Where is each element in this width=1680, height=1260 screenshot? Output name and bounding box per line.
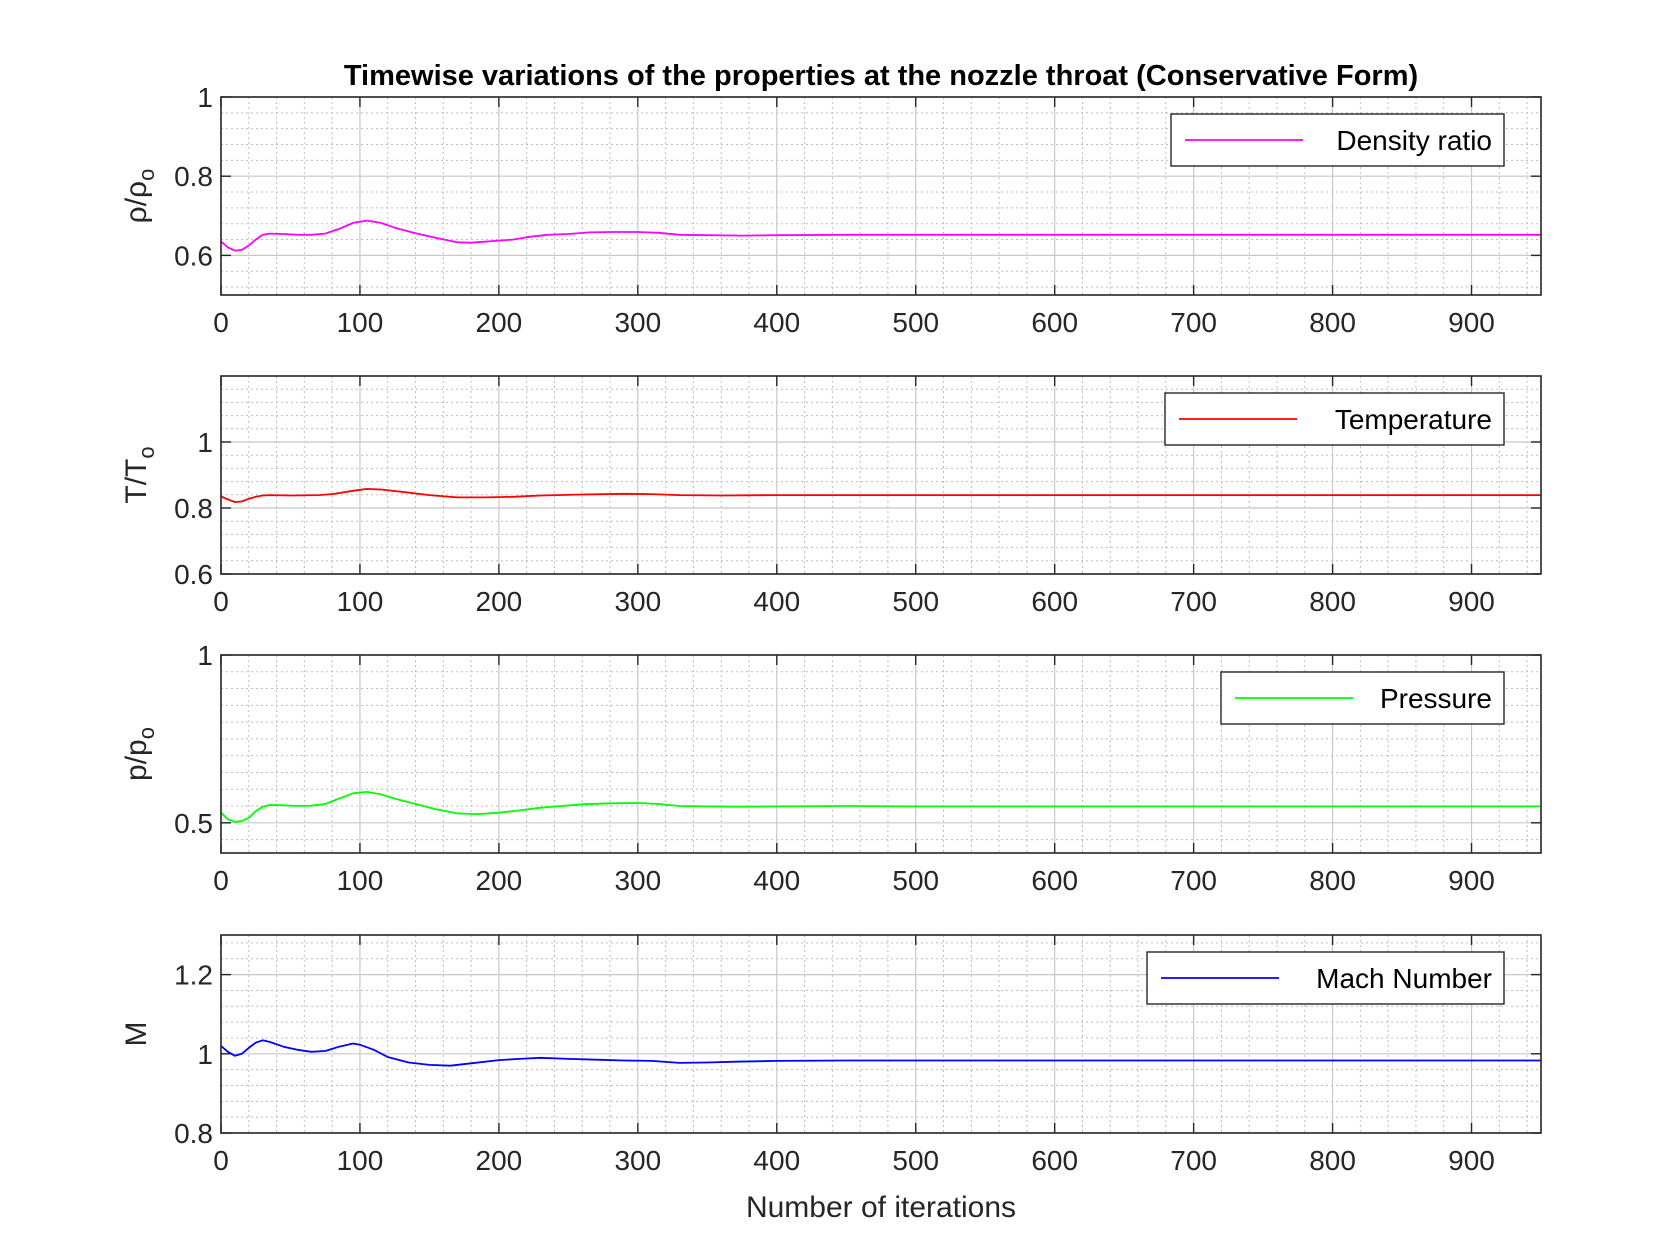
x-tick-label: 0 — [213, 865, 229, 896]
y-tick-label: 1 — [197, 427, 213, 458]
legend: Pressure — [1220, 671, 1505, 725]
x-tick-label: 700 — [1170, 865, 1217, 896]
x-tick-label: 200 — [476, 1145, 523, 1176]
x-tick-label: 900 — [1448, 307, 1495, 338]
y-axis-label-base: T/T — [120, 459, 153, 504]
axes-box — [220, 375, 1542, 575]
y-tick-label: 1 — [197, 1039, 213, 1070]
figure-title: Timewise variations of the properties at… — [344, 60, 1418, 92]
x-tick-label: 900 — [1448, 586, 1495, 617]
x-tick-label: 200 — [476, 586, 523, 617]
y-tick-label: 0.5 — [174, 808, 213, 839]
series-line-1 — [220, 219, 1541, 252]
x-tick-label: 400 — [753, 307, 800, 338]
x-tick-label: 500 — [892, 1145, 939, 1176]
x-tick-label: 300 — [614, 1145, 661, 1176]
x-tick-label: 500 — [892, 865, 939, 896]
y-axis-label: p/po — [120, 727, 159, 781]
y-axis-label: T/To — [120, 446, 159, 503]
x-tick-label: 300 — [614, 865, 661, 896]
x-tick-label: 400 — [753, 865, 800, 896]
series-line-1 — [220, 1039, 1541, 1067]
subplot-stack: 0 100 200 300 400 500 600 700 800 9000.60.81ρ/ρoD… — [120, 82, 1542, 1176]
subplot-1: 0 100 200 300 400 500 600 700 800 900 0.6 0.8 1 ρ/ρo D… — [120, 82, 1542, 338]
x-tick-label: 400 — [753, 1145, 800, 1176]
x-tick-label: 800 — [1309, 1145, 1356, 1176]
legend-label: Temperature — [1335, 404, 1492, 435]
y-axis-label-subscript: o — [134, 727, 159, 739]
legend-label: Pressure — [1380, 683, 1492, 714]
x-tick-label: 500 — [892, 307, 939, 338]
legend: Temperature — [1164, 392, 1505, 446]
x-tick-label: 0 — [213, 1145, 229, 1176]
x-tick-label: 100 — [337, 1145, 384, 1176]
x-tick-label: 500 — [892, 586, 939, 617]
y-tick-label: 0.8 — [174, 493, 213, 524]
y-axis-label-base: ρ/ρ — [120, 181, 153, 223]
y-tick-label: 0.6 — [174, 559, 213, 590]
subplot-3: 0 100 200 300 400 500 600 700 800 900 0.5 1 p/po Pres… — [120, 640, 1542, 896]
y-tick-label: 1 — [197, 640, 213, 671]
legend: Mach Number — [1146, 951, 1505, 1005]
x-tick-label: 100 — [337, 865, 384, 896]
x-tick-label: 0 — [213, 307, 229, 338]
x-tick-label: 200 — [476, 307, 523, 338]
y-tick-label: 1.2 — [174, 960, 213, 991]
y-tick-label: 1 — [197, 82, 213, 113]
x-tick-label: 300 — [614, 586, 661, 617]
x-tick-label: 200 — [476, 865, 523, 896]
y-tick-label: 0.6 — [174, 240, 213, 271]
subplot-2: 0 100 200 300 400 500 600 700 800 9000.60.81T/ToT… — [120, 375, 1542, 617]
legend: Density ratio — [1170, 113, 1505, 167]
y-tick-label: 0.8 — [174, 161, 213, 192]
y-axis-label: M — [120, 1022, 153, 1047]
y-axis-label: ρ/ρo — [120, 169, 159, 224]
x-tick-label: 0 — [213, 586, 229, 617]
axes-box — [220, 96, 1542, 296]
x-tick-label: 700 — [1170, 586, 1217, 617]
y-axis-label-base: p/p — [120, 739, 153, 781]
x-tick-label: 600 — [1031, 865, 1078, 896]
x-tick-label: 600 — [1031, 307, 1078, 338]
x-tick-label: 800 — [1309, 586, 1356, 617]
y-axis-label-subscript: o — [134, 446, 159, 458]
axes-box — [220, 654, 1542, 854]
x-axis-label: Number of iterations — [746, 1191, 1016, 1224]
x-tick-label: 900 — [1448, 1145, 1495, 1176]
x-tick-label: 900 — [1448, 865, 1495, 896]
y-tick-label: 0.8 — [174, 1118, 213, 1149]
x-tick-label: 700 — [1170, 307, 1217, 338]
y-axis-label-subscript: o — [134, 169, 159, 181]
series-line-1 — [220, 487, 1541, 504]
x-tick-label: 700 — [1170, 1145, 1217, 1176]
x-tick-label: 300 — [614, 307, 661, 338]
x-tick-label: 800 — [1309, 865, 1356, 896]
x-tick-label: 100 — [337, 307, 384, 338]
x-tick-label: 100 — [337, 586, 384, 617]
x-tick-label: 400 — [753, 586, 800, 617]
series-line-1 — [220, 791, 1541, 823]
legend-label: Density ratio — [1336, 125, 1492, 156]
axes-box — [220, 934, 1542, 1134]
x-tick-label: 600 — [1031, 586, 1078, 617]
legend-label: Mach Number — [1316, 963, 1492, 994]
x-tick-label: 800 — [1309, 307, 1356, 338]
x-tick-label: 600 — [1031, 1145, 1078, 1176]
subplot-4: 0 100 200 300 400 500 600 700 800 900 0.8 1 1.2 M Mach… — [120, 934, 1542, 1176]
